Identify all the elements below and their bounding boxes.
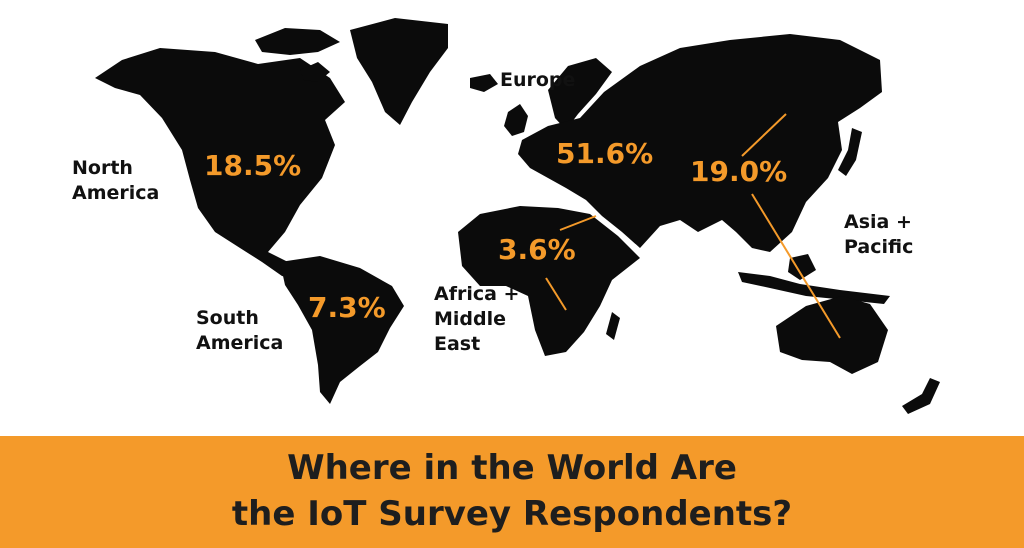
south-america-label: South America: [196, 306, 283, 356]
africa-middle-east-percentage: 3.6%: [498, 233, 576, 266]
title-line-1: Where in the World Are: [287, 448, 737, 488]
asia-pacific-label: Asia + Pacific: [844, 210, 913, 260]
africa-middle-east-label-line-3: East: [434, 333, 481, 355]
scandinavia-landmass: [548, 58, 612, 130]
south-america-label-line-2: America: [196, 332, 284, 354]
arctic-islands: [255, 28, 340, 55]
europe-percentage: 51.6%: [556, 137, 654, 170]
africa-middle-east-label-line-2: Middle: [434, 308, 507, 330]
new-zealand-landmass: [902, 378, 940, 414]
europe-label: Europe: [500, 68, 575, 93]
borneo-landmass: [788, 254, 816, 280]
north-america-label-line-2: America: [72, 182, 160, 204]
asia-pacific-label-line-1: Asia +: [844, 211, 912, 233]
asia-leader-line-top: [741, 113, 787, 157]
australia-landmass: [776, 296, 888, 374]
title-line-2: the IoT Survey Respondents?: [231, 494, 793, 534]
south-america-label-line-1: South: [196, 307, 259, 329]
title-banner: Where in the World Are the IoT Survey Re…: [0, 436, 1024, 548]
world-map: [95, 18, 940, 414]
north-america-label: North America: [72, 156, 159, 206]
africa-leader-line-top: [559, 215, 597, 231]
british-isles-landmass: [504, 104, 528, 136]
south-america-percentage: 7.3%: [308, 291, 386, 324]
europe-label-line-1: Europe: [500, 69, 576, 91]
madagascar-landmass: [606, 312, 620, 340]
asia-pacific-label-line-2: Pacific: [844, 236, 914, 258]
africa-middle-east-label-line-1: Africa +: [434, 283, 520, 305]
asia-pacific-percentage: 19.0%: [690, 155, 788, 188]
eurasia-landmass: [518, 34, 882, 252]
southeast-asia-islands: [738, 272, 890, 304]
africa-leader-line-bottom: [545, 277, 567, 311]
asia-leader-line-bottom: [751, 193, 841, 339]
north-america-percentage: 18.5%: [204, 149, 302, 182]
south-america-landmass: [280, 256, 404, 404]
north-america-label-line-1: North: [72, 157, 133, 179]
iceland-landmass: [470, 74, 498, 92]
greenland-landmass: [350, 18, 448, 125]
north-america-landmass: [95, 48, 345, 280]
japan-landmass: [838, 128, 862, 176]
arctic-island-2: [300, 62, 330, 82]
africa-middle-east-label: Africa + Middle East: [434, 282, 519, 357]
